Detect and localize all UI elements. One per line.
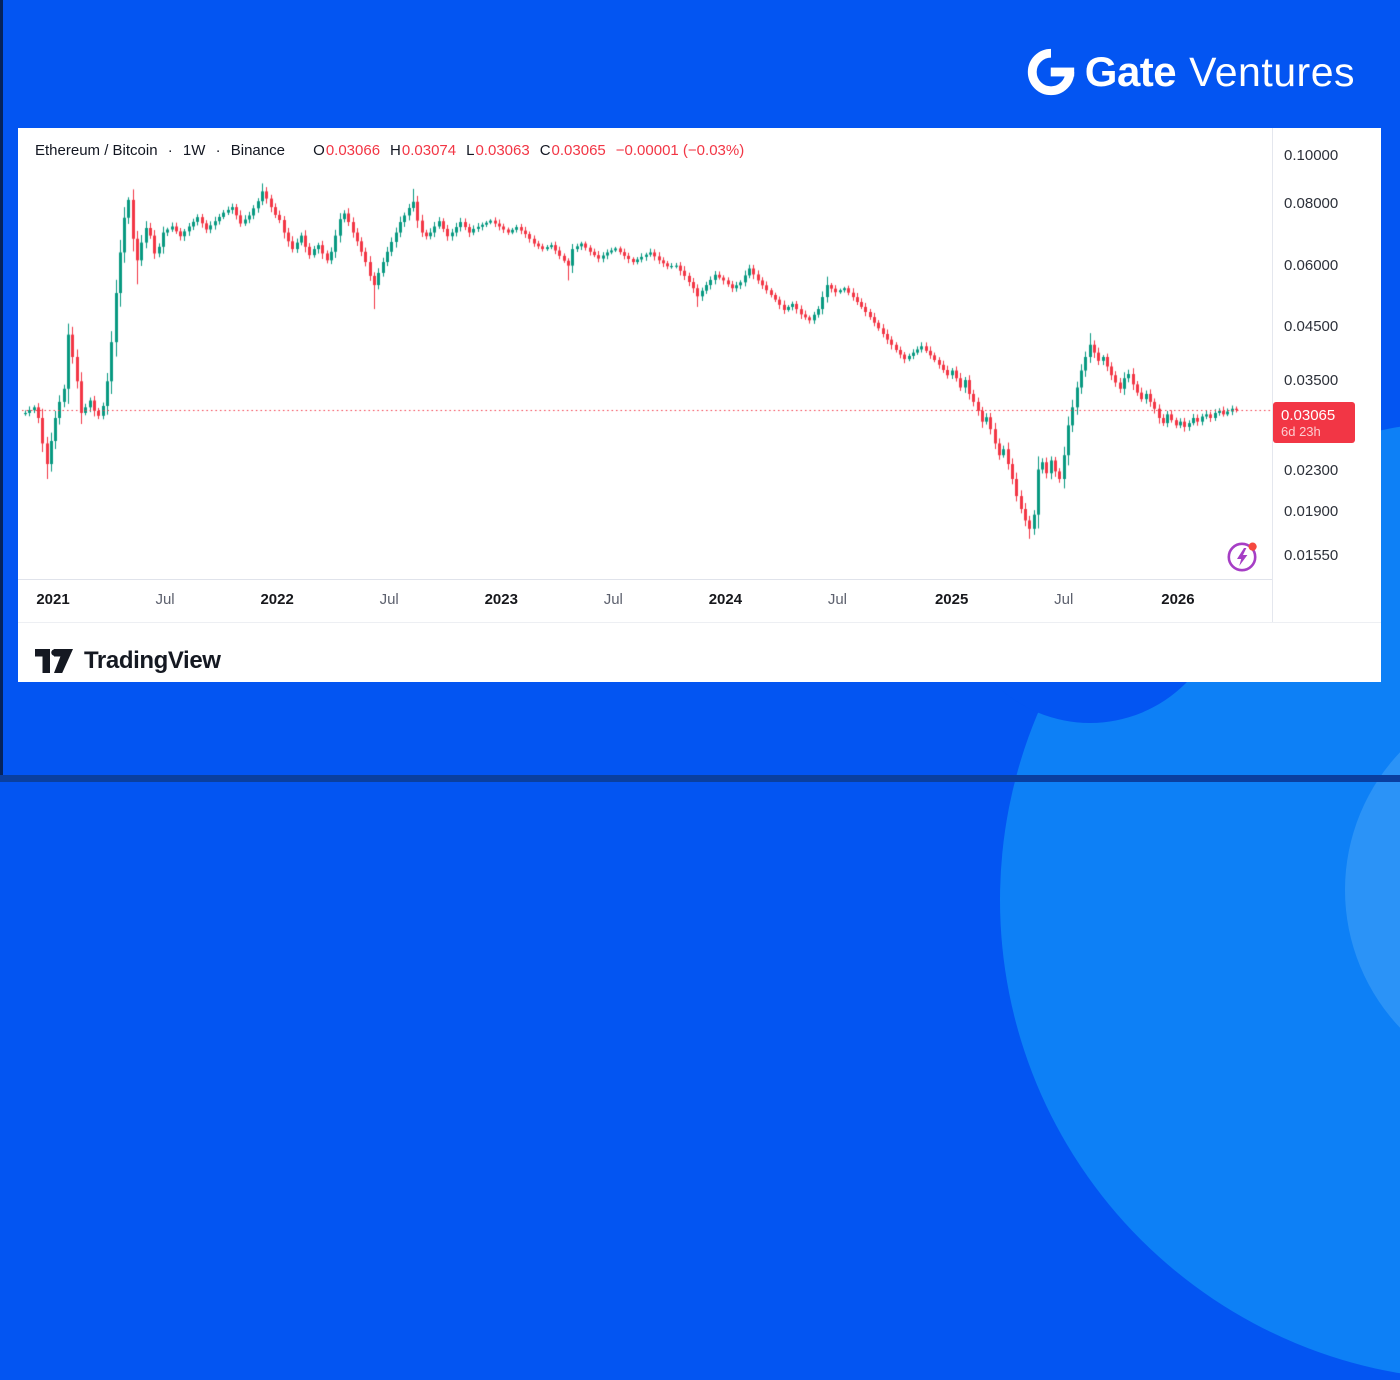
close-label: C — [539, 142, 551, 159]
time-axis-label[interactable]: 2023 — [484, 591, 518, 608]
low-label: L — [466, 142, 475, 159]
low-value: 0.03063 — [475, 142, 530, 159]
price-axis-label[interactable]: 0.04500 — [1284, 318, 1339, 336]
price-axis-label[interactable]: 0.03500 — [1284, 372, 1339, 390]
flash-ideas-button[interactable] — [1224, 538, 1262, 576]
time-axis-label[interactable]: Jul — [1054, 591, 1074, 608]
time-axis[interactable]: 2021 Jul 2022 Jul 2023 Jul 2024 Jul 2025 Jul 2026 — [18, 579, 1272, 623]
time-axis-label[interactable]: Jul — [379, 591, 399, 608]
time-axis-label[interactable]: 2024 — [708, 591, 743, 608]
bottom-edge-strip — [0, 775, 1400, 782]
change-value: −0.00001 (−0.03%) — [615, 142, 745, 159]
brand-name-light: Ventures — [1189, 48, 1355, 95]
price-axis-label[interactable]: 0.08000 — [1284, 194, 1339, 212]
gate-g-icon — [1027, 48, 1074, 96]
time-axis-label[interactable]: 2025 — [934, 591, 969, 608]
price-axis-label[interactable]: 0.06000 — [1284, 256, 1339, 274]
time-axis-label[interactable]: 2022 — [260, 591, 294, 608]
time-axis-label[interactable]: 2026 — [1161, 591, 1195, 608]
legend-separator: · — [167, 142, 173, 159]
exchange-label[interactable]: Binance — [230, 142, 285, 159]
lightning-bolt-icon — [1237, 548, 1248, 566]
time-axis-label[interactable]: Jul — [155, 591, 175, 608]
open-label: O — [313, 142, 325, 159]
close-value: 0.03065 — [551, 142, 606, 159]
symbol-name[interactable]: Ethereum / Bitcoin — [35, 142, 158, 159]
tradingview-mark-icon — [35, 648, 73, 673]
tradingview-logo[interactable]: TradingView — [35, 647, 221, 675]
chart-legend[interactable]: Ethereum / Bitcoin · 1W · Binance O0.030… — [35, 142, 744, 159]
time-axis-label[interactable]: Jul — [827, 591, 848, 608]
last-price-badge: 0.03065 6d 23h — [1273, 401, 1355, 443]
candlestick-plot[interactable] — [18, 128, 1272, 579]
high-value: 0.03074 — [401, 142, 457, 159]
tradingview-wordmark: TradingView — [84, 647, 221, 674]
time-axis-label[interactable]: Jul — [603, 591, 623, 608]
legend-separator: · — [215, 142, 221, 159]
last-price-value: 0.03065 — [1281, 406, 1336, 424]
price-axis-label[interactable]: 0.01550 — [1284, 547, 1339, 565]
brand-name-bold: Gate — [1084, 48, 1177, 95]
gate-ventures-logo: Gate Ventures — [1026, 47, 1355, 97]
high-label: H — [390, 142, 401, 159]
candle-countdown: 6d 23h — [1281, 423, 1321, 439]
price-axis-label[interactable]: 0.01900 — [1284, 503, 1339, 521]
open-value: 0.03066 — [325, 142, 381, 159]
ohlc-values: O0.03066 H0.03074 L0.03063 C0.03065 −0.00001… — [303, 142, 744, 159]
price-axis-label[interactable]: 0.10000 — [1284, 147, 1339, 164]
interval-label[interactable]: 1W — [182, 142, 206, 159]
chart-panel: Ethereum / Bitcoin · 1W · Binance O0.030… — [18, 128, 1381, 682]
notification-dot — [1248, 542, 1257, 551]
panel-footer: TradingView — [18, 622, 1381, 683]
price-axis-label[interactable]: 0.02300 — [1284, 462, 1339, 480]
time-axis-label[interactable]: 2021 — [36, 591, 70, 608]
left-edge-strip — [0, 0, 3, 782]
price-axis[interactable]: 0.03065 6d 23h 0.10000 0.08000 0.06000 0.04… — [1272, 128, 1381, 622]
candles-canvas[interactable] — [18, 128, 1272, 579]
